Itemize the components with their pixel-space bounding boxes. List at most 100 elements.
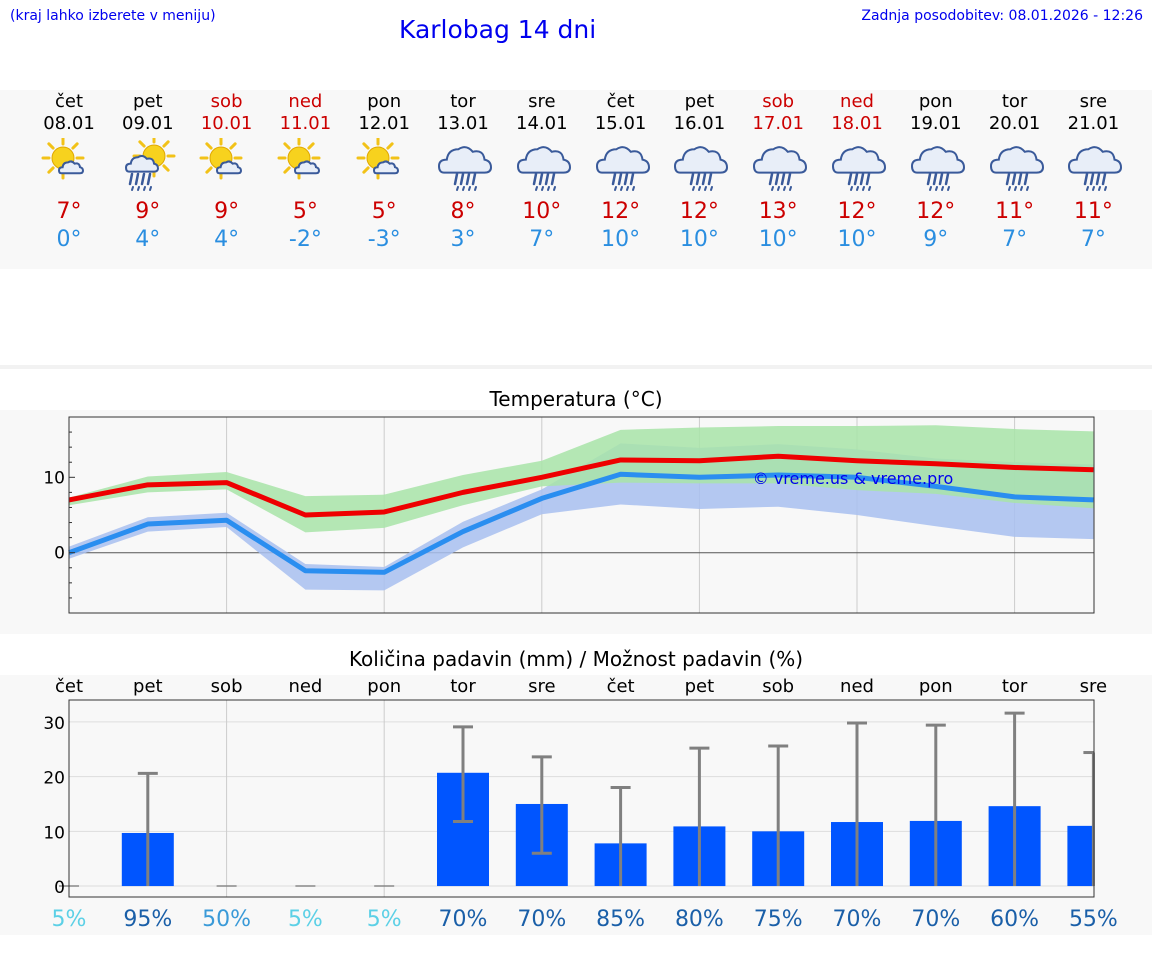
precipitation-chart-title: Količina padavin (mm) / Možnost padavin … — [348, 647, 804, 671]
precip-probability: 95% — [123, 907, 172, 932]
y-tick-label: 0 — [54, 878, 65, 898]
precip-bar — [1067, 825, 1094, 887]
y-tick-label: 0 — [54, 544, 65, 564]
y-tick-label: 20 — [43, 769, 65, 789]
day-name: sob — [762, 676, 794, 697]
sun-cloud-rain-icon — [120, 134, 180, 196]
rain-cloud-icon — [671, 138, 731, 196]
day-name: ned — [840, 91, 874, 112]
day-date: 13.01 — [437, 113, 489, 134]
plot-frame — [68, 416, 1095, 614]
y-tick-label: 30 — [43, 714, 65, 734]
day-name: čet — [55, 676, 83, 697]
day-name: čet — [54, 91, 84, 112]
day-name: sre — [528, 91, 556, 112]
day-date: 16.01 — [673, 113, 726, 134]
min-temperature: 10° — [758, 227, 798, 252]
location-menu-hint[interactable]: (kraj lahko izberete v meniju) — [10, 8, 216, 24]
day-date: 09.01 — [122, 113, 174, 134]
rain-cloud-icon — [829, 138, 889, 196]
sun-cloud-icon — [199, 136, 259, 196]
day-date: 12.01 — [358, 113, 410, 134]
day-date: 14.01 — [516, 113, 568, 134]
last-updated: Zadnja posodobitev: 08.01.2026 - 12:26 — [861, 8, 1143, 24]
day-name: pon — [367, 91, 402, 112]
max-temperature-range — [69, 425, 1094, 533]
temperature-chart: 0 10 © vreme.us & vreme.pro — [43, 416, 1095, 614]
precip-probability: 85% — [596, 907, 645, 932]
rain-cloud-icon — [514, 138, 574, 196]
day-date: 15.01 — [594, 113, 647, 134]
min-temperature: 0° — [56, 227, 82, 252]
day-date: 20.01 — [988, 113, 1041, 134]
day-name: čet — [606, 91, 635, 112]
precip-probability: 60% — [990, 907, 1039, 932]
y-tick-label: 10 — [43, 823, 65, 843]
day-date: 19.01 — [910, 113, 962, 134]
day-name: tor — [450, 676, 476, 697]
max-temperature: 11° — [1073, 199, 1113, 224]
temperature-chart-title: Temperatura (°C) — [489, 387, 663, 411]
max-temperature: 12° — [679, 199, 719, 224]
day-name: sob — [211, 676, 243, 697]
day-name: tor — [1001, 91, 1028, 112]
day-date: 18.01 — [831, 113, 883, 134]
precip-probability: 70% — [439, 907, 488, 932]
min-temperature: 7° — [1080, 227, 1106, 252]
day-name: sre — [1079, 91, 1108, 112]
precip-probability: 5% — [288, 907, 323, 932]
max-temperature: 7° — [56, 199, 82, 224]
day-date: 10.01 — [200, 113, 253, 134]
min-temperature: 7° — [1002, 227, 1028, 252]
day-name: sob — [762, 91, 795, 112]
precip-probability: 5% — [52, 907, 87, 932]
max-temperature: 12° — [916, 199, 956, 224]
max-temperature: 11° — [995, 199, 1035, 224]
day-date: 11.01 — [279, 113, 332, 134]
min-temperature: 10° — [679, 227, 719, 252]
day-name: pet — [133, 676, 163, 697]
sun-cloud-icon — [356, 136, 416, 196]
day-name: sob — [210, 91, 243, 112]
rain-cloud-icon — [593, 138, 653, 196]
day-name: sre — [1080, 676, 1107, 697]
min-temperature: 7° — [529, 227, 555, 252]
min-temperature: 4° — [214, 227, 240, 252]
day-name: sre — [528, 676, 555, 697]
plot-frame — [68, 699, 1095, 898]
chart-watermark: © vreme.us & vreme.pro — [753, 469, 954, 488]
precip-probability: 75% — [754, 907, 803, 932]
min-temperature: -3° — [367, 227, 401, 252]
sun-cloud-icon — [277, 136, 337, 196]
max-temperature: 10° — [522, 199, 562, 224]
max-temperature: 12° — [837, 199, 877, 224]
max-temperature: 13° — [758, 199, 798, 224]
min-temperature-line — [68, 471, 1094, 575]
day-name: pet — [684, 91, 715, 112]
day-name: ned — [288, 676, 322, 697]
forecast-band — [0, 90, 1152, 269]
day-name: tor — [1002, 676, 1028, 697]
day-date: 17.01 — [752, 113, 804, 134]
rain-cloud-icon — [1065, 138, 1125, 196]
precip-probability: 70% — [911, 907, 960, 932]
day-name: pon — [367, 676, 401, 697]
precip-probability: 50% — [202, 907, 251, 932]
precip-probability: 70% — [833, 907, 882, 932]
day-name: pet — [133, 91, 163, 112]
max-temperature: 5° — [292, 199, 318, 224]
rain-cloud-icon — [435, 138, 495, 196]
precipitation-chart: čet pet sob ned pon tor sre čet pet sob ned pon tor s… — [43, 676, 1117, 932]
min-temperature: 10° — [837, 227, 877, 252]
rain-cloud-icon — [750, 138, 810, 196]
day-name: ned — [288, 91, 323, 112]
day-name: čet — [607, 676, 635, 697]
day-name: pon — [919, 676, 953, 697]
min-temperature: 3° — [450, 227, 476, 252]
min-temperature: 4° — [135, 227, 161, 252]
max-temperature: 8° — [450, 199, 476, 224]
day-date: 08.01 — [43, 113, 95, 134]
precip-probability: 5% — [367, 907, 402, 932]
rain-cloud-icon — [987, 138, 1047, 196]
day-date: 21.01 — [1067, 113, 1120, 134]
